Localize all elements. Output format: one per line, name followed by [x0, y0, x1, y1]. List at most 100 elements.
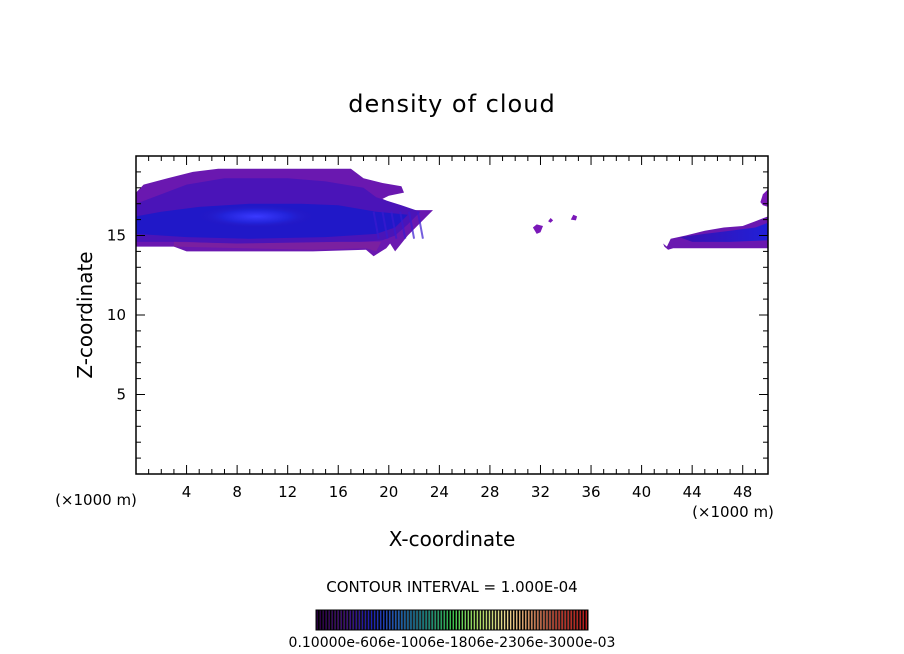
colorbar-stripe: [576, 610, 578, 630]
x-tick-label: 40: [632, 483, 651, 501]
colorbar-stripe: [398, 610, 400, 630]
colorbar-stripe: [355, 610, 358, 630]
cloud-striation: [408, 211, 416, 239]
colorbar-stripe: [546, 610, 548, 630]
colorbar-stripe: [410, 610, 412, 630]
colorbar-stripe: [573, 610, 575, 630]
colorbar-stripe: [407, 610, 409, 630]
colorbar-stripe: [346, 610, 349, 630]
colorbar-stripe: [479, 610, 482, 630]
colorbar-stripe: [564, 610, 566, 630]
colorbar: [316, 610, 588, 630]
colorbar-stripe: [494, 610, 497, 630]
cloud-striation: [381, 211, 389, 239]
colorbar-stripe: [513, 610, 515, 630]
cloud-region-small-1: [532, 224, 543, 234]
chart-title: density of cloud: [348, 90, 555, 118]
cloud-region-left-base: [173, 241, 382, 252]
x-tick-label: 48: [733, 483, 752, 501]
colorbar-stripe: [537, 610, 539, 630]
x-tick-labels: 4 8 12 16 20 24 28 32 36 40 44 48: [182, 483, 752, 501]
colorbar-stripe: [440, 610, 442, 630]
colorbar-stripe: [389, 610, 391, 630]
colorbar-stripe: [404, 610, 406, 630]
y-tick-label: 15: [107, 227, 126, 245]
colorbar-stripe: [455, 610, 457, 630]
colorbar-stripe: [380, 610, 382, 630]
colorbar-stripe: [476, 610, 479, 630]
axis-ticks: [136, 156, 768, 474]
colorbar-stripe: [364, 610, 367, 630]
y-tick-labels: 5 10 15: [107, 227, 126, 404]
x-tick-label: 12: [278, 483, 297, 501]
cloud-core: [199, 205, 313, 228]
colorbar-stripe: [503, 610, 506, 630]
colorbar-stripe: [401, 610, 403, 630]
colorbar-stripe: [358, 610, 361, 630]
cloud-striation: [399, 211, 407, 239]
colorbar-stripe: [334, 610, 337, 630]
x-tick-label: 28: [480, 483, 499, 501]
colorbar-stripe: [473, 610, 476, 630]
colorbar-stripe: [522, 610, 524, 630]
y-tick-label: 5: [116, 386, 126, 404]
colorbar-stripe: [425, 610, 427, 630]
colorbar-stripe: [549, 610, 551, 630]
colorbar-stripe: [525, 610, 527, 630]
colorbar-stripe: [485, 610, 488, 630]
colorbar-labels: 0.10000e-606e-1006e-1806e-2306e-3000e-03: [289, 635, 616, 651]
colorbar-stripe: [386, 610, 388, 630]
colorbar-stripe: [470, 610, 473, 630]
x-tick-label: 24: [430, 483, 449, 501]
colorbar-stripe: [428, 610, 430, 630]
colorbar-stripe: [497, 610, 500, 630]
colorbar-stripe: [540, 610, 542, 630]
colorbar-stripe: [416, 610, 418, 630]
colorbar-stripe: [443, 610, 445, 630]
colorbar-stripe: [446, 610, 448, 630]
colorbar-stripe: [519, 610, 521, 630]
x-axis-label: X-coordinate: [389, 527, 516, 551]
colorbar-stripe: [371, 610, 373, 630]
colorbar-stripe: [437, 610, 439, 630]
colorbar-stripe: [413, 610, 415, 630]
x-tick-label: 4: [182, 483, 192, 501]
x-tick-label: 16: [329, 483, 348, 501]
x-unit-label: (×1000 m): [692, 503, 774, 521]
cloud-region-right-top: [760, 189, 768, 207]
colorbar-stripe: [500, 610, 503, 630]
colorbar-stripe: [449, 610, 451, 630]
x-tick-label: 44: [683, 483, 702, 501]
cloud-field: [136, 168, 768, 257]
colorbar-frame: [315, 609, 589, 631]
colorbar-stripe: [383, 610, 385, 630]
cloud-striation: [390, 211, 398, 239]
colorbar-stripe: [507, 610, 509, 630]
x-tick-label: 32: [531, 483, 550, 501]
colorbar-stripe: [325, 610, 328, 630]
colorbar-stripe: [352, 610, 355, 630]
cloud-region-right-core: [679, 222, 768, 242]
colorbar-stripe: [491, 610, 494, 630]
x-tick-label: 8: [232, 483, 242, 501]
colorbar-stripe: [561, 610, 563, 630]
colorbar-stripe: [585, 610, 587, 630]
colorbar-stripe: [543, 610, 545, 630]
colorbar-stripe: [343, 610, 346, 630]
colorbar-stripe: [582, 610, 584, 630]
colorbar-stripe: [392, 610, 394, 630]
colorbar-stripe: [431, 610, 433, 630]
y-unit-label: (×1000 m): [55, 491, 137, 509]
colorbar-stripe: [422, 610, 424, 630]
colorbar-stripe: [367, 610, 370, 630]
colorbar-stripe: [558, 610, 560, 630]
colorbar-stripe: [488, 610, 491, 630]
colorbar-stripe: [349, 610, 352, 630]
colorbar-stripe: [467, 610, 470, 630]
colorbar-stripe: [461, 610, 464, 630]
colorbar-stripe: [528, 610, 530, 630]
colorbar-stripe: [361, 610, 364, 630]
colorbar-stripe: [464, 610, 467, 630]
colorbar-stripe: [319, 610, 321, 630]
